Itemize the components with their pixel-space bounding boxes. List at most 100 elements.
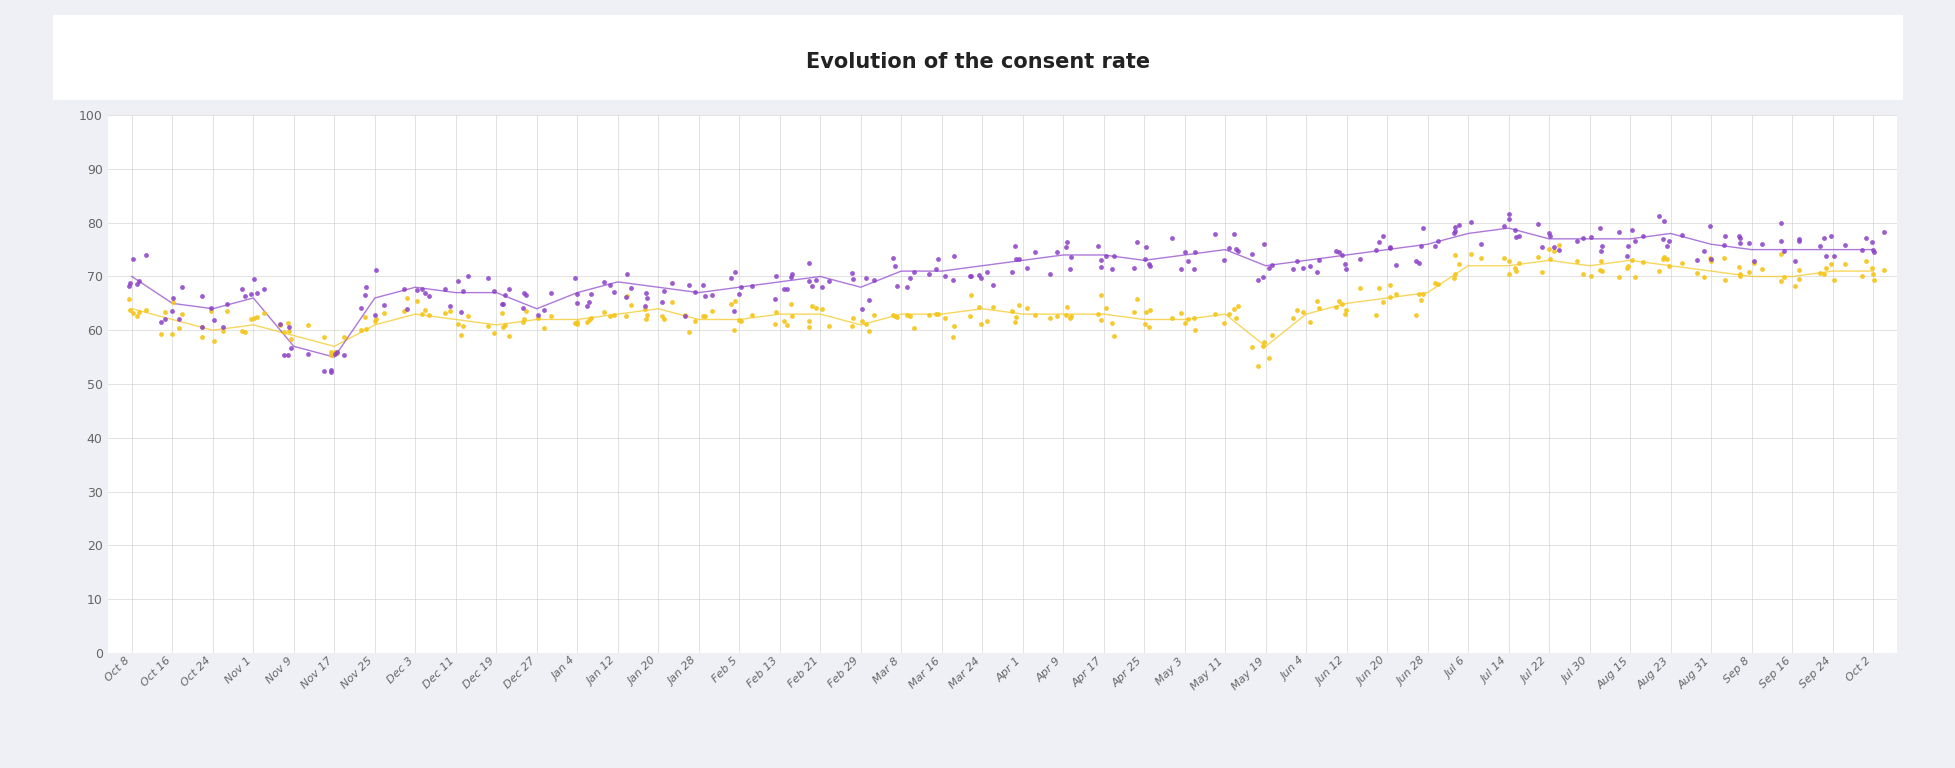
Point [719, 266, 751, 279]
Point [1404, 293, 1435, 306]
Point [645, 310, 676, 322]
Point [1763, 248, 1795, 260]
Point [573, 296, 604, 308]
Point [1054, 312, 1085, 324]
Point [1707, 252, 1738, 264]
Point [115, 277, 147, 290]
Point [1494, 214, 1525, 226]
Point [805, 303, 837, 316]
Point [759, 293, 790, 305]
Point [1566, 268, 1597, 280]
Point [1464, 237, 1496, 250]
Point [528, 303, 559, 316]
Point [452, 270, 483, 282]
Point [1128, 318, 1159, 330]
Point [1085, 313, 1116, 326]
Point [1419, 240, 1451, 253]
Point [1255, 259, 1286, 271]
Point [717, 324, 749, 336]
Point [315, 364, 346, 376]
Point [1253, 262, 1284, 274]
Point [145, 316, 176, 329]
Point [850, 273, 882, 285]
Point [1165, 263, 1196, 275]
Point [1603, 227, 1634, 239]
Point [1081, 308, 1112, 320]
Point [319, 346, 350, 359]
Point [1439, 267, 1470, 280]
Point [239, 312, 270, 324]
Point [1738, 257, 1769, 269]
Point [655, 277, 686, 290]
Point [448, 320, 479, 333]
Point [999, 240, 1030, 252]
Point [471, 272, 502, 284]
Point [1439, 225, 1470, 237]
Point [571, 300, 602, 313]
Point [847, 315, 878, 327]
Point [1404, 257, 1435, 270]
Point [796, 300, 827, 313]
Point [166, 281, 197, 293]
Point [976, 279, 1007, 291]
Point [1019, 246, 1050, 258]
Point [413, 290, 444, 302]
Point [479, 327, 510, 339]
Point [1867, 226, 1898, 238]
Point [890, 280, 921, 293]
Point [1302, 253, 1333, 266]
Point [1709, 274, 1740, 286]
Point [1363, 282, 1394, 294]
Point [235, 288, 266, 300]
Point [1746, 237, 1777, 250]
Point [1849, 255, 1881, 267]
Point [964, 268, 995, 280]
Point [897, 322, 929, 334]
Point [268, 326, 299, 338]
Point [1783, 235, 1814, 247]
Point [964, 300, 995, 313]
Text: Evolution of the consent rate: Evolution of the consent rate [805, 51, 1150, 72]
Point [1218, 227, 1249, 240]
Point [997, 305, 1028, 317]
Point [800, 302, 831, 314]
Point [1855, 262, 1887, 274]
Point [837, 320, 868, 333]
Point [1001, 253, 1032, 265]
Point [186, 321, 217, 333]
Point [716, 298, 747, 310]
Point [368, 306, 399, 319]
Point [1494, 207, 1525, 220]
Point [1494, 255, 1525, 267]
Point [760, 306, 792, 319]
Point [510, 305, 542, 317]
Point [723, 287, 755, 300]
Point [929, 312, 960, 324]
Point [1177, 313, 1208, 325]
Point [1011, 262, 1042, 274]
Point [792, 257, 823, 269]
Point [1052, 301, 1083, 313]
Point [1019, 309, 1050, 321]
Point [145, 328, 176, 340]
Point [1763, 235, 1795, 247]
Point [1521, 217, 1552, 230]
Point [1050, 310, 1081, 322]
Point [1286, 306, 1318, 318]
Point [1627, 230, 1658, 242]
Point [696, 305, 727, 317]
Point [1783, 264, 1814, 276]
Point [1779, 280, 1810, 293]
Point [401, 284, 432, 296]
Point [211, 305, 242, 317]
Point [1120, 293, 1151, 305]
Point [448, 285, 479, 297]
Point [1779, 255, 1810, 267]
Point [1707, 239, 1738, 251]
Point [1222, 300, 1253, 313]
Point [1320, 301, 1351, 313]
Point [1380, 259, 1412, 271]
Point [360, 264, 391, 276]
Point [594, 280, 626, 292]
Point [1241, 360, 1273, 372]
